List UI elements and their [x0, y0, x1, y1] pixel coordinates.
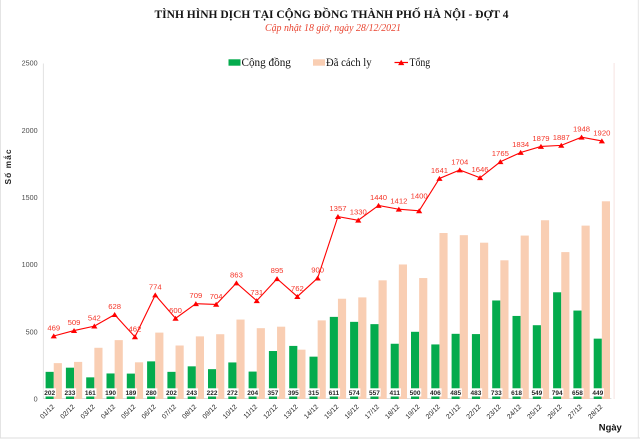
svg-text:509: 509 [68, 318, 81, 327]
svg-text:0: 0 [34, 395, 38, 404]
svg-text:485: 485 [450, 390, 461, 397]
svg-text:618: 618 [511, 390, 522, 397]
svg-text:449: 449 [592, 390, 603, 397]
svg-text:762: 762 [291, 284, 304, 293]
svg-text:557: 557 [369, 390, 380, 397]
svg-text:774: 774 [149, 282, 163, 291]
svg-text:1000: 1000 [22, 260, 38, 269]
svg-text:280: 280 [146, 390, 157, 397]
svg-text:Cập nhật 18 giờ, ngày 28/12/20: Cập nhật 18 giờ, ngày 28/12/2021 [265, 23, 401, 34]
svg-text:483: 483 [471, 390, 482, 397]
svg-text:1440: 1440 [370, 193, 387, 202]
svg-text:Cộng đồng: Cộng đồng [242, 57, 292, 69]
svg-text:1834: 1834 [512, 140, 530, 149]
svg-text:731: 731 [250, 288, 263, 297]
svg-text:611: 611 [329, 390, 340, 397]
svg-text:190: 190 [105, 390, 116, 397]
svg-text:1765: 1765 [492, 149, 509, 158]
svg-text:628: 628 [108, 302, 121, 311]
svg-text:1400: 1400 [411, 191, 428, 200]
svg-text:542: 542 [88, 314, 101, 323]
svg-text:733: 733 [491, 390, 502, 397]
svg-text:574: 574 [349, 390, 360, 397]
svg-text:1641: 1641 [431, 166, 448, 175]
svg-text:411: 411 [390, 390, 401, 397]
svg-text:709: 709 [189, 291, 202, 300]
svg-text:406: 406 [430, 390, 441, 397]
svg-text:1412: 1412 [390, 197, 407, 206]
svg-text:202: 202 [166, 390, 177, 397]
svg-text:Số mắc: Số mắc [2, 148, 13, 184]
svg-text:2500: 2500 [22, 59, 38, 68]
svg-text:1357: 1357 [329, 204, 346, 213]
svg-text:1948: 1948 [573, 125, 590, 134]
svg-text:658: 658 [572, 390, 583, 397]
svg-text:500: 500 [26, 327, 38, 336]
svg-text:1879: 1879 [532, 134, 549, 143]
svg-text:272: 272 [227, 390, 238, 397]
svg-text:233: 233 [65, 390, 76, 397]
svg-text:794: 794 [552, 390, 563, 397]
svg-text:Tổng: Tổng [410, 57, 431, 69]
svg-text:2000: 2000 [22, 126, 38, 135]
svg-text:1500: 1500 [22, 193, 38, 202]
svg-text:395: 395 [288, 390, 299, 397]
svg-text:1920: 1920 [593, 128, 610, 137]
svg-text:243: 243 [186, 390, 197, 397]
svg-text:Đã cách ly: Đã cách ly [326, 57, 372, 69]
svg-text:161: 161 [85, 390, 96, 397]
svg-text:TÌNH HÌNH DỊCH TẠI CỘNG ĐỒNG T: TÌNH HÌNH DỊCH TẠI CỘNG ĐỒNG THÀNH PHỐ H… [155, 6, 509, 21]
svg-text:600: 600 [169, 306, 182, 315]
svg-text:Ngày: Ngày [599, 423, 622, 433]
svg-text:1887: 1887 [553, 133, 570, 142]
svg-text:315: 315 [308, 390, 319, 397]
svg-text:222: 222 [207, 390, 218, 397]
svg-text:549: 549 [531, 390, 542, 397]
svg-text:1704: 1704 [451, 157, 469, 166]
svg-text:462: 462 [129, 324, 142, 333]
svg-text:469: 469 [47, 323, 60, 332]
svg-text:900: 900 [311, 265, 324, 274]
svg-text:704: 704 [210, 292, 224, 301]
svg-text:863: 863 [230, 270, 243, 279]
svg-text:357: 357 [268, 390, 279, 397]
svg-text:204: 204 [247, 390, 258, 397]
svg-text:500: 500 [410, 390, 421, 397]
svg-text:189: 189 [125, 390, 136, 397]
svg-text:202: 202 [44, 390, 55, 397]
svg-text:895: 895 [271, 266, 284, 275]
svg-text:1646: 1646 [471, 165, 488, 174]
svg-text:1330: 1330 [350, 208, 367, 217]
